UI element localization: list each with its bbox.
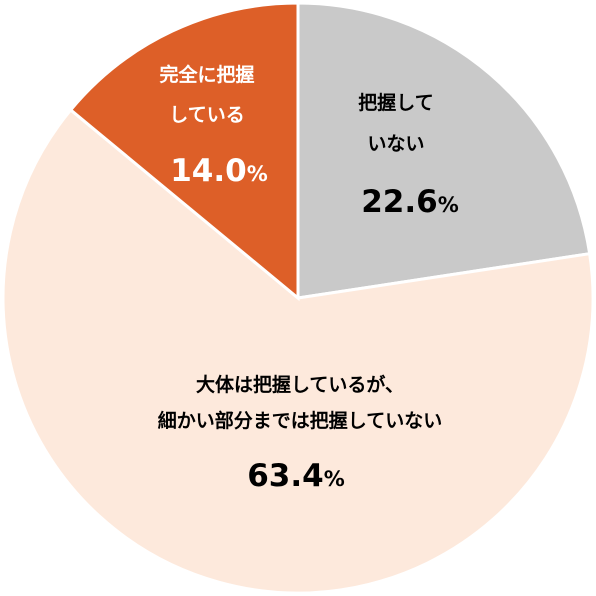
slice-label-roughly-aware-line1: 大体は把握しているが、 (196, 373, 404, 396)
slice-value-fully-aware: 14.0% (170, 153, 268, 189)
slice-value-not-aware: 22.6% (361, 184, 459, 220)
slice-label-not-aware-line2: いない (367, 133, 424, 155)
slice-label-not-aware-line1: 把握して (358, 91, 433, 114)
slice-value-roughly-aware: 63.4% (247, 458, 345, 494)
slice-label-roughly-aware-line2: 細かい部分までは把握していない (158, 409, 442, 432)
pie-slice-roughly-aware (1, 107, 595, 595)
pie-slice-not-aware (296, 1, 592, 300)
slice-label-fully-aware-line1: 完全に把握 (159, 63, 254, 86)
slice-label-fully-aware-line2: している (169, 104, 244, 126)
pie-slice-fully-aware (68, 1, 300, 302)
